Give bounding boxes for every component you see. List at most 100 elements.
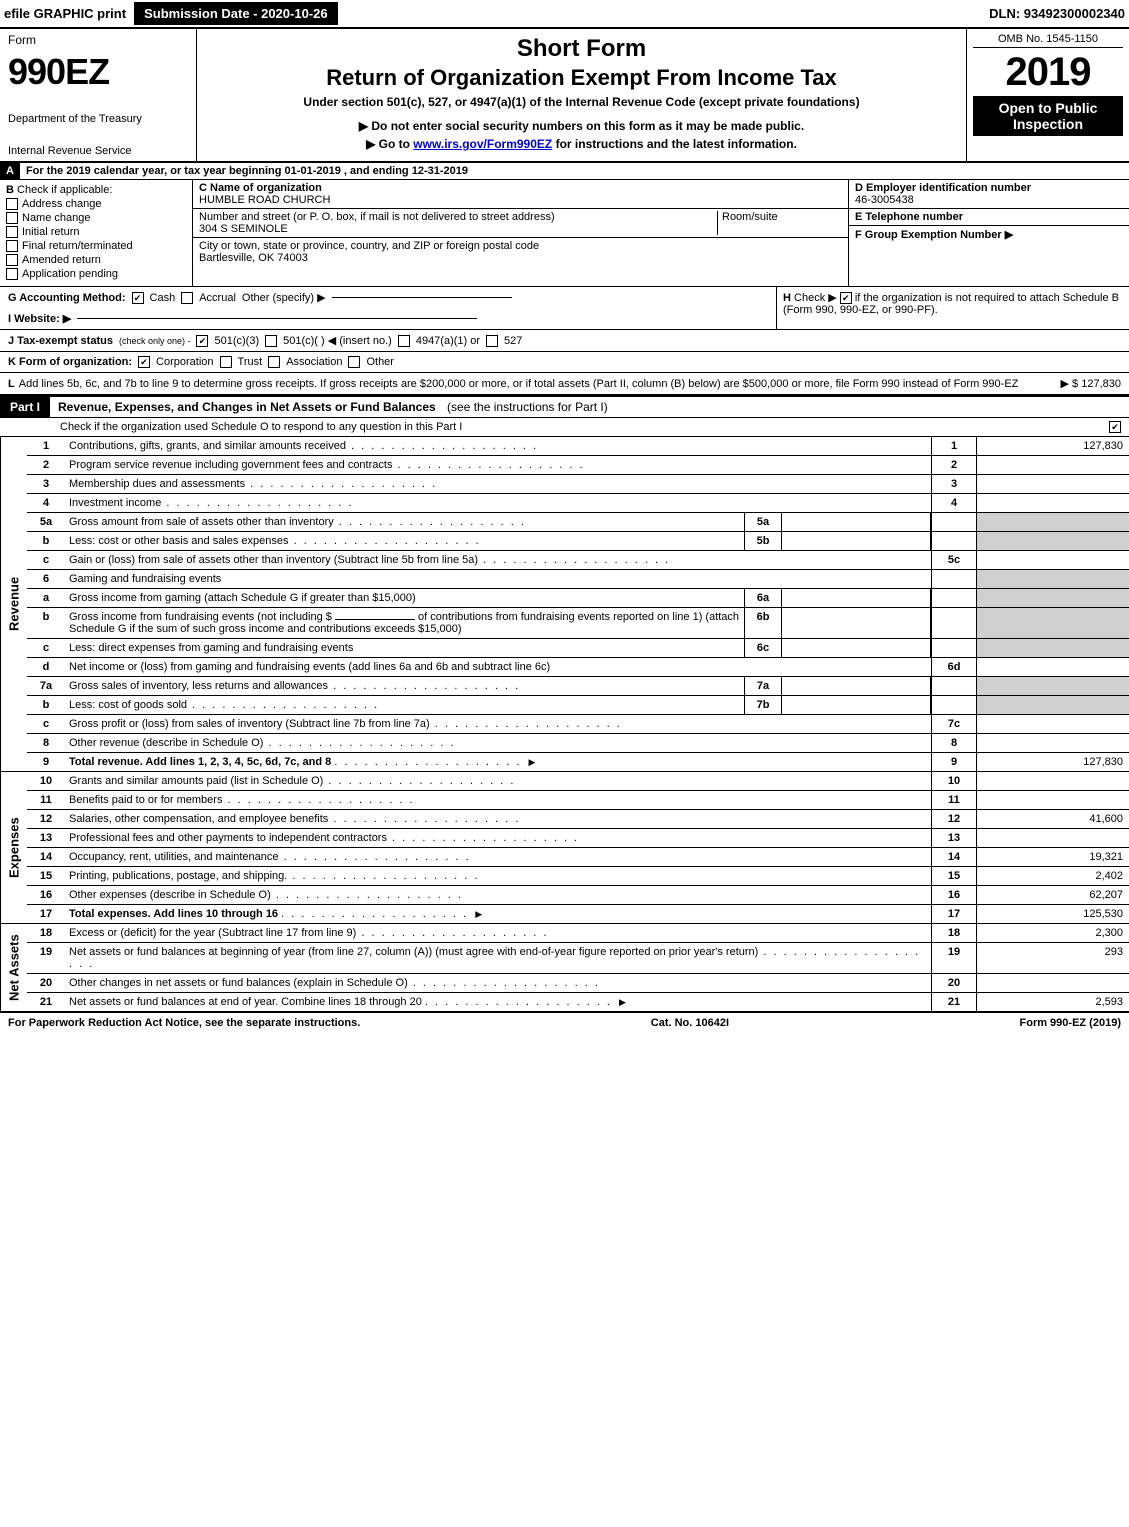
website-input[interactable] (77, 318, 477, 319)
line-17-desc: Total expenses. Add lines 10 through 16 (65, 905, 931, 923)
line-7b-value (977, 696, 1129, 714)
line-8-col: 8 (931, 734, 977, 752)
line-10-desc: Grants and similar amounts paid (list in… (65, 772, 931, 790)
section-l-text: Add lines 5b, 6c, and 7b to line 9 to de… (19, 378, 1019, 390)
line-2-num: 2 (27, 456, 65, 474)
line-5b-value (977, 532, 1129, 550)
top-bar: efile GRAPHIC print Submission Date - 20… (0, 0, 1129, 29)
trust-checkbox[interactable] (220, 356, 232, 368)
line-5c-col: 5c (931, 551, 977, 569)
cash-checkbox[interactable] (132, 292, 144, 304)
form-of-org-label: K Form of organization: (8, 356, 132, 368)
line-14: 14 Occupancy, rent, utilities, and maint… (27, 848, 1129, 867)
line-6b-amount-input[interactable] (335, 619, 415, 620)
association-checkbox[interactable] (268, 356, 280, 368)
address-change-checkbox[interactable] (6, 198, 18, 210)
section-a-label: A (0, 163, 20, 179)
line-6b-num: b (27, 608, 65, 638)
tax-year: 2019 (973, 52, 1123, 92)
goto-link[interactable]: www.irs.gov/Form990EZ (413, 137, 552, 151)
name-change-checkbox[interactable] (6, 212, 18, 224)
line-4: 4 Investment income 4 (27, 494, 1129, 513)
line-13-col: 13 (931, 829, 977, 847)
line-3-desc: Membership dues and assessments (65, 475, 931, 493)
4947-label: 4947(a)(1) or (416, 335, 480, 347)
501c-checkbox[interactable] (265, 335, 277, 347)
other-org-label: Other (366, 356, 394, 368)
omb-number: OMB No. 1545-1150 (973, 31, 1123, 48)
schedule-o-checkbox[interactable] (1109, 421, 1121, 433)
527-checkbox[interactable] (486, 335, 498, 347)
line-1: 1 Contributions, gifts, grants, and simi… (27, 437, 1129, 456)
line-5a-inner-num: 5a (744, 513, 782, 531)
line-9-desc-text: Total revenue. Add lines 1, 2, 3, 4, 5c,… (69, 756, 331, 768)
line-20-desc: Other changes in net assets or fund bala… (65, 974, 931, 992)
telephone-label: E Telephone number (855, 211, 1123, 223)
line-13-value (977, 829, 1129, 847)
goto-prefix: ▶ Go to (366, 137, 413, 151)
line-9-num: 9 (27, 753, 65, 771)
initial-return-checkbox[interactable] (6, 226, 18, 238)
accrual-checkbox[interactable] (181, 292, 193, 304)
other-org-checkbox[interactable] (348, 356, 360, 368)
line-19-col: 19 (931, 943, 977, 973)
line-5b-num: b (27, 532, 65, 550)
header-left: Form 990EZ Department of the Treasury In… (0, 29, 197, 161)
527-label: 527 (504, 335, 522, 347)
line-11-num: 11 (27, 791, 65, 809)
other-specify-input[interactable] (332, 297, 512, 298)
line-5a-desc: Gross amount from sale of assets other t… (65, 513, 744, 531)
line-6a-col (931, 589, 977, 607)
line-6c-inner-num: 6c (744, 639, 782, 657)
line-6d-col: 6d (931, 658, 977, 676)
line-6c: c Less: direct expenses from gaming and … (27, 639, 1129, 658)
short-form-title: Short Form (209, 35, 954, 63)
line-17-arrow-icon (471, 908, 486, 920)
line-1-col: 1 (931, 437, 977, 455)
address-change-label: Address change (22, 198, 102, 210)
line-11-col: 11 (931, 791, 977, 809)
line-14-num: 14 (27, 848, 65, 866)
cat-no: Cat. No. 10642I (651, 1017, 729, 1029)
line-7a-col (931, 677, 977, 695)
line-6b-inner-num: 6b (744, 608, 782, 638)
line-6: 6 Gaming and fundraising events (27, 570, 1129, 589)
line-7b-num: b (27, 696, 65, 714)
form-header: Form 990EZ Department of the Treasury In… (0, 29, 1129, 163)
line-2-desc: Program service revenue including govern… (65, 456, 931, 474)
line-19: 19 Net assets or fund balances at beginn… (27, 943, 1129, 974)
application-pending-checkbox[interactable] (6, 268, 18, 280)
4947-checkbox[interactable] (398, 335, 410, 347)
line-5b-col (931, 532, 977, 550)
revenue-group: Revenue 1 Contributions, gifts, grants, … (0, 437, 1129, 772)
section-d-column: D Employer identification number 46-3005… (848, 180, 1129, 286)
net-assets-group: Net Assets 18 Excess or (deficit) for th… (0, 924, 1129, 1013)
line-6b-desc: Gross income from fundraising events (no… (65, 608, 744, 638)
line-9: 9 Total revenue. Add lines 1, 2, 3, 4, 5… (27, 753, 1129, 771)
section-g-row: G Accounting Method: Cash Accrual Other … (0, 287, 776, 308)
goto-instructions: ▶ Go to www.irs.gov/Form990EZ for instru… (209, 137, 954, 151)
line-15-desc: Printing, publications, postage, and shi… (65, 867, 931, 885)
org-name-label: C Name of organization (199, 182, 842, 194)
line-7b-col (931, 696, 977, 714)
line-16-value: 62,207 (977, 886, 1129, 904)
schedule-b-not-required-checkbox[interactable] (840, 292, 852, 304)
dept-treasury-label: Department of the Treasury (8, 113, 188, 125)
section-h-block: H Check ▶ if the organization is not req… (776, 287, 1129, 329)
line-7c-desc: Gross profit or (loss) from sales of inv… (65, 715, 931, 733)
no-ssn-note: ▶ Do not enter social security numbers o… (209, 119, 954, 133)
revenue-side-label: Revenue (0, 437, 27, 771)
line-21-desc-text: Net assets or fund balances at end of ye… (69, 996, 422, 1008)
corporation-checkbox[interactable] (138, 356, 150, 368)
amended-return-checkbox[interactable] (6, 254, 18, 266)
final-return-checkbox[interactable] (6, 240, 18, 252)
accrual-label: Accrual (199, 292, 236, 304)
501c3-checkbox[interactable] (196, 335, 208, 347)
501c3-label: 501(c)(3) (214, 335, 259, 347)
line-17-col: 17 (931, 905, 977, 923)
check-if-applicable-label: Check if applicable: (17, 184, 112, 196)
line-18-col: 18 (931, 924, 977, 942)
open-to-public-badge: Open to Public Inspection (973, 96, 1123, 136)
line-6-value (977, 570, 1129, 588)
line-14-desc: Occupancy, rent, utilities, and maintena… (65, 848, 931, 866)
